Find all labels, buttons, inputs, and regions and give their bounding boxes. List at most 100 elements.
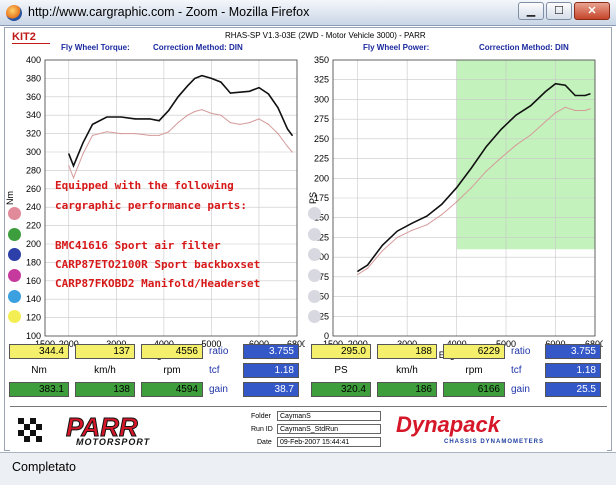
- data-point: [554, 83, 557, 85]
- data-point: [194, 110, 196, 113]
- data-point: [564, 84, 566, 86]
- data-point: [286, 145, 289, 148]
- x-tick-label: 5000: [201, 339, 221, 349]
- minimize-button[interactable]: ▁: [518, 2, 544, 20]
- data-point: [158, 134, 160, 137]
- data-point: [239, 91, 241, 93]
- data-point: [82, 153, 84, 155]
- legend-color-dot[interactable]: [8, 248, 21, 261]
- legend-color-dot[interactable]: [308, 228, 321, 241]
- y-tick-label: 200: [26, 239, 41, 249]
- data-point: [68, 165, 70, 167]
- data-point: [485, 146, 487, 148]
- y-tick-label: 225: [314, 154, 329, 164]
- data-point: [248, 121, 251, 124]
- tcf-label-right: tcf: [511, 365, 522, 376]
- data-point: [544, 120, 547, 123]
- legend-color-dot[interactable]: [308, 310, 321, 323]
- data-point: [149, 118, 151, 120]
- data-point: [455, 187, 458, 189]
- y-tick-label: 25: [319, 311, 329, 321]
- legend-color-dot[interactable]: [308, 207, 321, 220]
- data-point: [381, 244, 384, 246]
- data-point: [554, 112, 557, 114]
- legend-color-dot[interactable]: [8, 269, 21, 282]
- close-button[interactable]: ✕: [574, 2, 610, 20]
- data-point: [210, 112, 213, 114]
- data-point: [286, 128, 289, 130]
- data-point: [72, 165, 75, 167]
- series-line-tuned: [68, 74, 293, 168]
- date-value: 09-Feb-2007 15:44:41: [277, 437, 381, 447]
- y-tick-label: 250: [314, 134, 329, 144]
- legend-color-dot[interactable]: [308, 248, 321, 261]
- data-point: [220, 81, 222, 83]
- legend-color-dot[interactable]: [8, 207, 21, 220]
- parts-annotation: Equipped with the following cargraphic p…: [55, 176, 247, 216]
- gain-label-right: gain: [511, 384, 530, 395]
- ratio-label-left: ratio: [209, 346, 229, 357]
- data-point: [194, 77, 196, 79]
- data-point: [220, 114, 222, 116]
- kit-underline: [12, 43, 50, 44]
- tcf-label-left: tcf: [209, 365, 220, 376]
- runid-value: CaymanS_StdRun: [277, 424, 381, 434]
- power-rpm-value: 6229: [443, 344, 505, 359]
- legend-color-dot[interactable]: [308, 290, 321, 303]
- data-point: [411, 222, 413, 224]
- legend-color-dot[interactable]: [8, 228, 21, 241]
- unit-kmh-left: km/h: [94, 365, 116, 376]
- ratio-value-right: 3.755: [545, 344, 601, 359]
- data-point: [177, 121, 179, 124]
- data-point: [441, 213, 443, 216]
- status-text: Completato: [12, 460, 76, 474]
- data-point: [68, 153, 70, 155]
- y-tick-label: 360: [26, 92, 41, 102]
- data-point: [187, 85, 189, 87]
- data-point: [589, 93, 591, 95]
- data-point: [187, 114, 189, 116]
- parts-list: BMC41616 Sport air filter CARP87ETO2100R…: [55, 236, 260, 293]
- status-bar: Completato: [0, 452, 616, 485]
- data-point: [267, 93, 270, 95]
- parr-wordmark: PARR: [66, 412, 138, 442]
- torque-rpm-value: 4556: [141, 344, 203, 359]
- data-point: [515, 144, 517, 146]
- y-tick-label: 175: [314, 193, 329, 203]
- torque-correction: Correction Method: DIN: [153, 43, 243, 52]
- y-tick-label: 320: [26, 129, 41, 139]
- data-point: [239, 123, 241, 125]
- data-point: [500, 157, 502, 159]
- power-speed-value: 188: [377, 344, 437, 359]
- data-point: [134, 118, 136, 120]
- y-tick-label: 380: [26, 73, 41, 83]
- maximize-button[interactable]: ☐: [546, 2, 572, 20]
- firefox-icon: [6, 5, 22, 21]
- legend-color-dot[interactable]: [8, 290, 21, 303]
- window-titlebar: http://www.cargraphic.com - Zoom - Mozil…: [0, 0, 616, 26]
- y-tick-label: 325: [314, 75, 329, 85]
- legend-color-dot[interactable]: [8, 310, 21, 323]
- data-point: [201, 109, 203, 111]
- y-tick-label: 0: [324, 331, 329, 341]
- data-point: [411, 229, 413, 231]
- data-point: [574, 109, 576, 112]
- folder-label: Folder: [251, 413, 271, 420]
- torque-tuned-speed: 138: [75, 382, 135, 397]
- x-tick-label: 5000: [496, 339, 516, 349]
- unit-ps: PS: [334, 365, 348, 376]
- annotation-line-2: cargraphic performance parts:: [55, 199, 248, 212]
- torque-peak-value: 344.4: [9, 344, 69, 359]
- unit-kmh-right: km/h: [396, 365, 418, 376]
- data-point: [367, 267, 369, 269]
- y-tick-label: 75: [319, 272, 329, 282]
- y-tick-label: 160: [26, 276, 41, 286]
- y-tick-label: 280: [26, 165, 41, 175]
- data-point: [258, 87, 260, 89]
- power-chart-header: Fly Wheel Power: Correction Method: DIN: [363, 43, 569, 52]
- y-tick-label: 200: [314, 173, 329, 183]
- legend-color-dot[interactable]: [308, 269, 321, 282]
- data-point: [82, 142, 84, 144]
- data-point: [120, 133, 122, 135]
- gain-value-right: 25.5: [545, 382, 601, 397]
